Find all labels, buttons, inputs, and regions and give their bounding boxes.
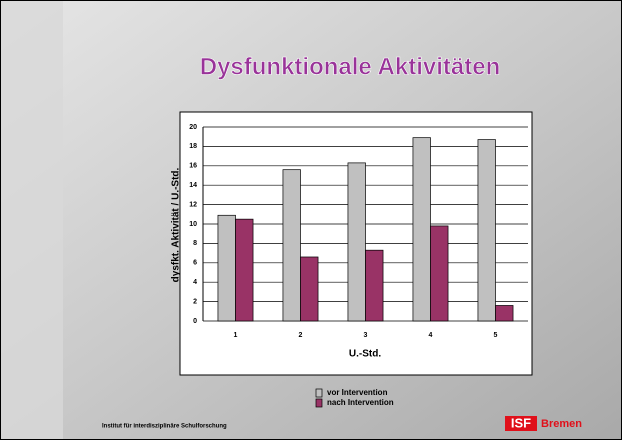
- bar: [282, 169, 301, 322]
- legend-label: vor Intervention: [327, 388, 388, 397]
- x-tick-label: 3: [364, 332, 368, 339]
- legend-label: nach Intervention: [327, 398, 394, 407]
- bar: [412, 137, 431, 322]
- bar: [477, 139, 496, 322]
- bar: [347, 162, 366, 322]
- bar: [217, 214, 236, 322]
- y-axis-label: dysfkt. Aktivität / U.-Std.: [171, 167, 182, 282]
- footer-city: Bremen: [541, 418, 582, 430]
- y-tick-label: 2: [193, 298, 197, 305]
- y-tick-label: 12: [189, 201, 197, 208]
- y-tick-label: 20: [189, 124, 197, 131]
- side-band: [1, 1, 63, 439]
- y-tick-label: 4: [193, 279, 197, 286]
- bar: [365, 249, 384, 322]
- x-tick-label: 5: [494, 332, 498, 339]
- legend-swatch: [315, 398, 323, 408]
- logo-box: [505, 416, 537, 431]
- y-tick-label: 18: [189, 143, 197, 150]
- x-tick-label: 4: [429, 332, 433, 339]
- x-tick-label: 2: [299, 332, 303, 339]
- bar: [430, 225, 449, 322]
- footer-institute: Institut für interdisziplinäre Schulfors…: [102, 424, 227, 430]
- y-tick-label: 6: [193, 260, 197, 267]
- x-axis-label: U.-Std.: [349, 349, 381, 360]
- y-tick-label: 16: [189, 163, 197, 170]
- chart-title: Dysfunktionale Aktivitäten: [200, 53, 501, 80]
- footer-logo: ISF: [511, 415, 531, 430]
- y-tick-label: 14: [189, 182, 197, 189]
- bar: [495, 305, 514, 322]
- y-tick-label: 8: [193, 240, 197, 247]
- y-tick-label: 10: [189, 221, 197, 228]
- x-tick-label: 1: [234, 332, 238, 339]
- bar: [300, 256, 319, 322]
- bar: [235, 218, 254, 322]
- legend-swatch: [315, 388, 323, 398]
- y-tick-label: 0: [193, 318, 197, 325]
